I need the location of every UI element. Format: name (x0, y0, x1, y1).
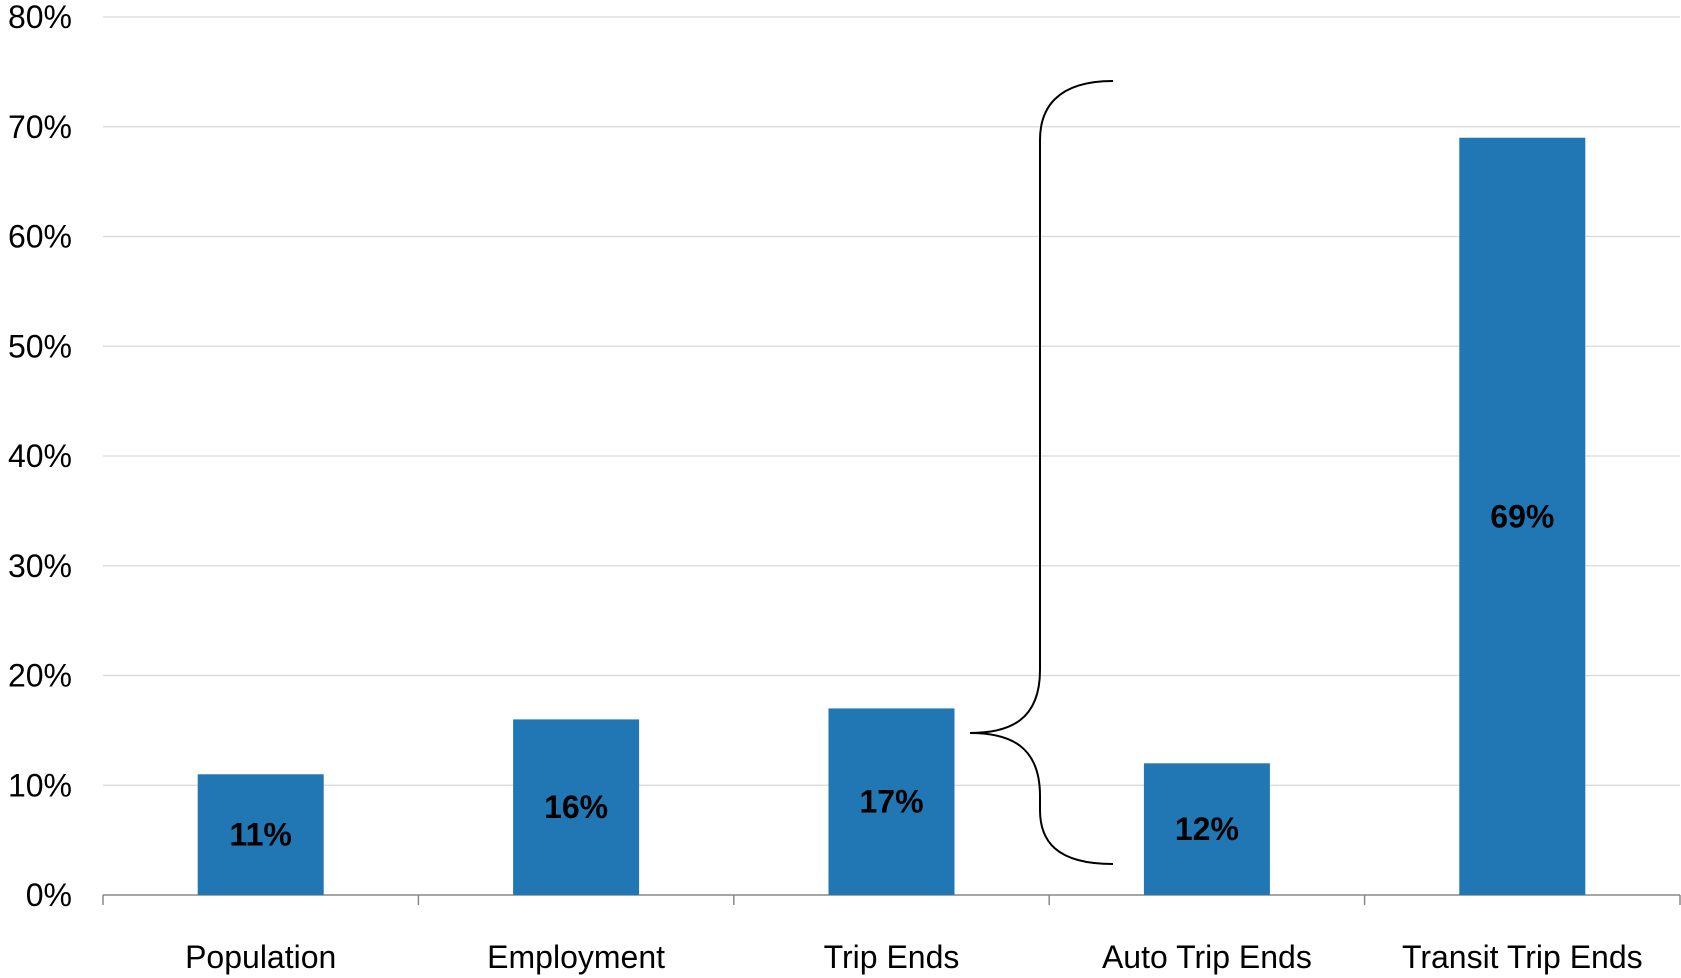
data-labels: 11% 16% 17% 12% 69% (230, 498, 1555, 852)
y-tick-label: 20% (8, 658, 72, 694)
y-tick-label: 50% (8, 328, 72, 364)
bar (513, 719, 640, 895)
y-tick-label: 10% (8, 767, 72, 803)
data-label: 11% (230, 817, 292, 853)
data-label: 16% (544, 789, 608, 825)
category-label: Transit Trip Ends (1402, 939, 1643, 975)
y-tick-label: 30% (8, 548, 72, 584)
bar (828, 708, 955, 895)
bar (1143, 763, 1270, 895)
data-label: 69% (1490, 498, 1554, 534)
y-tick-label: 70% (8, 109, 72, 145)
bar (1459, 137, 1586, 896)
y-tick-label: 0% (26, 877, 72, 913)
x-axis-tick-marks (102, 895, 1681, 905)
bars (197, 137, 1586, 896)
y-tick-label: 80% (8, 0, 72, 35)
category-label: Population (185, 939, 336, 975)
y-axis-ticks: 0% 10% 20% 30% 40% 50% 60% 70% 80% (8, 0, 72, 913)
gridlines (103, 16, 1680, 786)
category-label: Trip Ends (824, 939, 960, 975)
y-tick-label: 60% (8, 219, 72, 255)
brace-annotation (969, 80, 1114, 865)
bar (197, 774, 324, 895)
category-labels: Population Employment Trip Ends Auto Trip E… (185, 939, 1643, 975)
category-label: Auto Trip Ends (1102, 939, 1312, 975)
data-label: 17% (859, 784, 923, 820)
data-label: 12% (1175, 811, 1239, 847)
y-tick-label: 40% (8, 438, 72, 474)
category-label: Employment (487, 939, 665, 975)
